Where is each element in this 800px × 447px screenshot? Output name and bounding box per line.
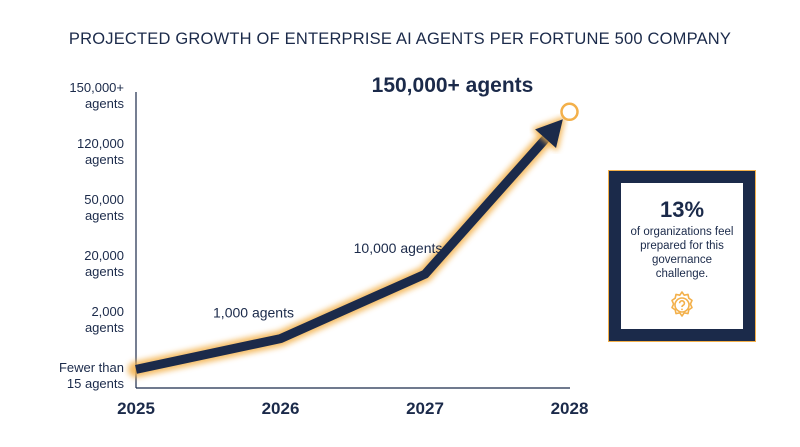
x-tick-labels: 2025 2026 2027 2028	[117, 399, 588, 418]
x-tick-label: 2028	[551, 399, 589, 418]
x-tick-label: 2026	[262, 399, 300, 418]
chart-title: PROJECTED GROWTH OF ENTERPRISE AI AGENTS…	[68, 30, 732, 48]
data-label: 10,000 agents	[354, 240, 443, 256]
y-tick-label: 120,000 agents	[77, 136, 124, 167]
series-path	[135, 135, 549, 374]
gear-question-icon	[671, 291, 693, 317]
data-label: 150,000+ agents	[372, 74, 534, 97]
y-tick-label: 50,000 agents	[84, 192, 124, 223]
arrowhead	[535, 119, 563, 149]
y-tick-label: 2,000 agents	[85, 304, 125, 335]
y-tick-labels: Fewer than 15 agents 2,000 agents 20,000 agen…	[59, 80, 125, 391]
y-tick-label: 150,000+ agents	[69, 80, 124, 111]
data-labels: 1,000 agents 10,000 agents 150,000+ agents	[213, 74, 533, 321]
y-tick-label: Fewer than 15 agents	[59, 360, 125, 391]
data-label: 1,000 agents	[213, 305, 294, 321]
stat-description: of organizations feel prepared for this …	[630, 226, 734, 280]
x-tick-label: 2025	[117, 399, 155, 418]
y-tick-label: 20,000 agents	[84, 248, 124, 279]
endpoint-marker	[560, 102, 579, 122]
stat-percent: 13%	[659, 197, 705, 222]
stat-callout: 13% of organizations feel prepared for t…	[608, 170, 756, 342]
x-tick-label: 2027	[406, 399, 444, 418]
series-line	[128, 102, 579, 378]
series-glow	[128, 130, 554, 378]
stat-callout-panel: 13% of organizations feel prepared for t…	[621, 183, 743, 329]
